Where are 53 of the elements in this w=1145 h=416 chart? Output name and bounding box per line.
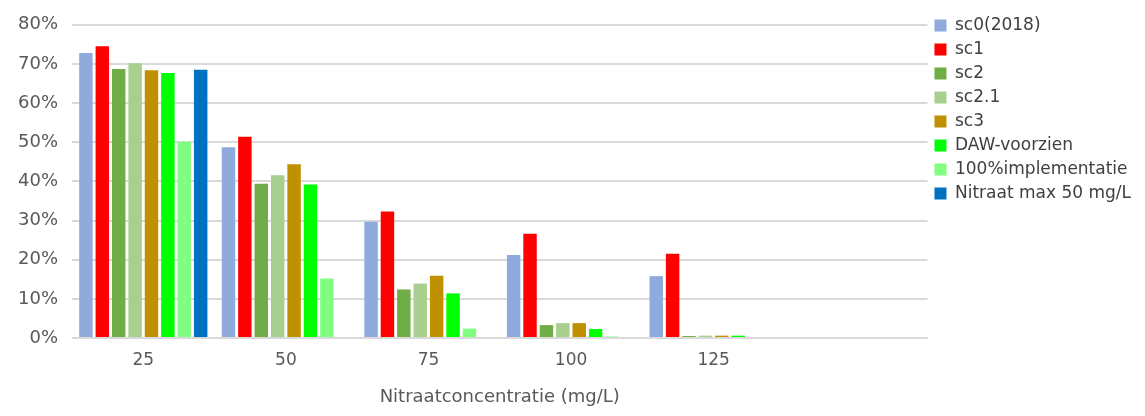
legend-label: sc2 bbox=[954, 61, 984, 82]
legend-label: DAW-voorzien bbox=[954, 133, 1073, 154]
bar bbox=[144, 70, 159, 337]
bar bbox=[111, 69, 126, 337]
bar bbox=[320, 278, 334, 337]
y-tick-label: 20% bbox=[17, 247, 59, 269]
bar bbox=[380, 211, 395, 337]
bar bbox=[539, 325, 554, 337]
bar bbox=[665, 253, 680, 337]
y-tick-label: 50% bbox=[17, 129, 59, 151]
x-tick-label: 75 bbox=[417, 348, 440, 369]
bar bbox=[364, 221, 378, 337]
x-tick-label: 100 bbox=[554, 348, 588, 369]
bar bbox=[161, 72, 175, 337]
bar bbox=[270, 175, 285, 337]
bar bbox=[413, 283, 427, 337]
legend-label: sc2.1 bbox=[954, 85, 1001, 106]
x-tick-label: 125 bbox=[697, 348, 730, 369]
legend-label: sc0(2018) bbox=[954, 13, 1041, 34]
bar bbox=[303, 184, 318, 337]
y-tick-label: 70% bbox=[17, 51, 59, 73]
bar bbox=[177, 141, 192, 337]
y-tick-label: 10% bbox=[17, 286, 59, 308]
legend-label: sc1 bbox=[954, 37, 984, 58]
x-tick-label: 50 bbox=[275, 348, 297, 369]
x-axis-title: Nitraatconcentratie (mg/L) bbox=[379, 384, 620, 406]
legend-label: 100%implementatie bbox=[954, 157, 1128, 178]
bar bbox=[429, 275, 444, 337]
bar bbox=[238, 136, 252, 337]
bar bbox=[556, 323, 570, 337]
bar bbox=[79, 52, 93, 337]
bar bbox=[506, 255, 521, 337]
y-tick-label: 60% bbox=[17, 90, 59, 112]
bar bbox=[523, 233, 537, 337]
bar bbox=[254, 183, 268, 337]
bar bbox=[95, 46, 110, 337]
bar bbox=[462, 328, 477, 337]
y-tick-label: 40% bbox=[17, 169, 59, 191]
y-tick-label: 30% bbox=[17, 208, 59, 230]
bar bbox=[572, 323, 586, 337]
bar bbox=[446, 293, 460, 337]
bar bbox=[221, 147, 236, 337]
bar bbox=[588, 329, 603, 337]
legend-label: Nitraat max 50 mg/L bbox=[954, 181, 1132, 202]
legend-label: sc3 bbox=[954, 109, 984, 130]
bar bbox=[287, 164, 301, 337]
bar bbox=[193, 69, 208, 337]
x-tick-label: 25 bbox=[132, 348, 155, 369]
y-tick-label: 0% bbox=[29, 325, 59, 347]
bar bbox=[649, 276, 663, 337]
bar bbox=[397, 289, 411, 337]
y-tick-label: 80% bbox=[17, 12, 59, 34]
bar bbox=[128, 63, 142, 337]
